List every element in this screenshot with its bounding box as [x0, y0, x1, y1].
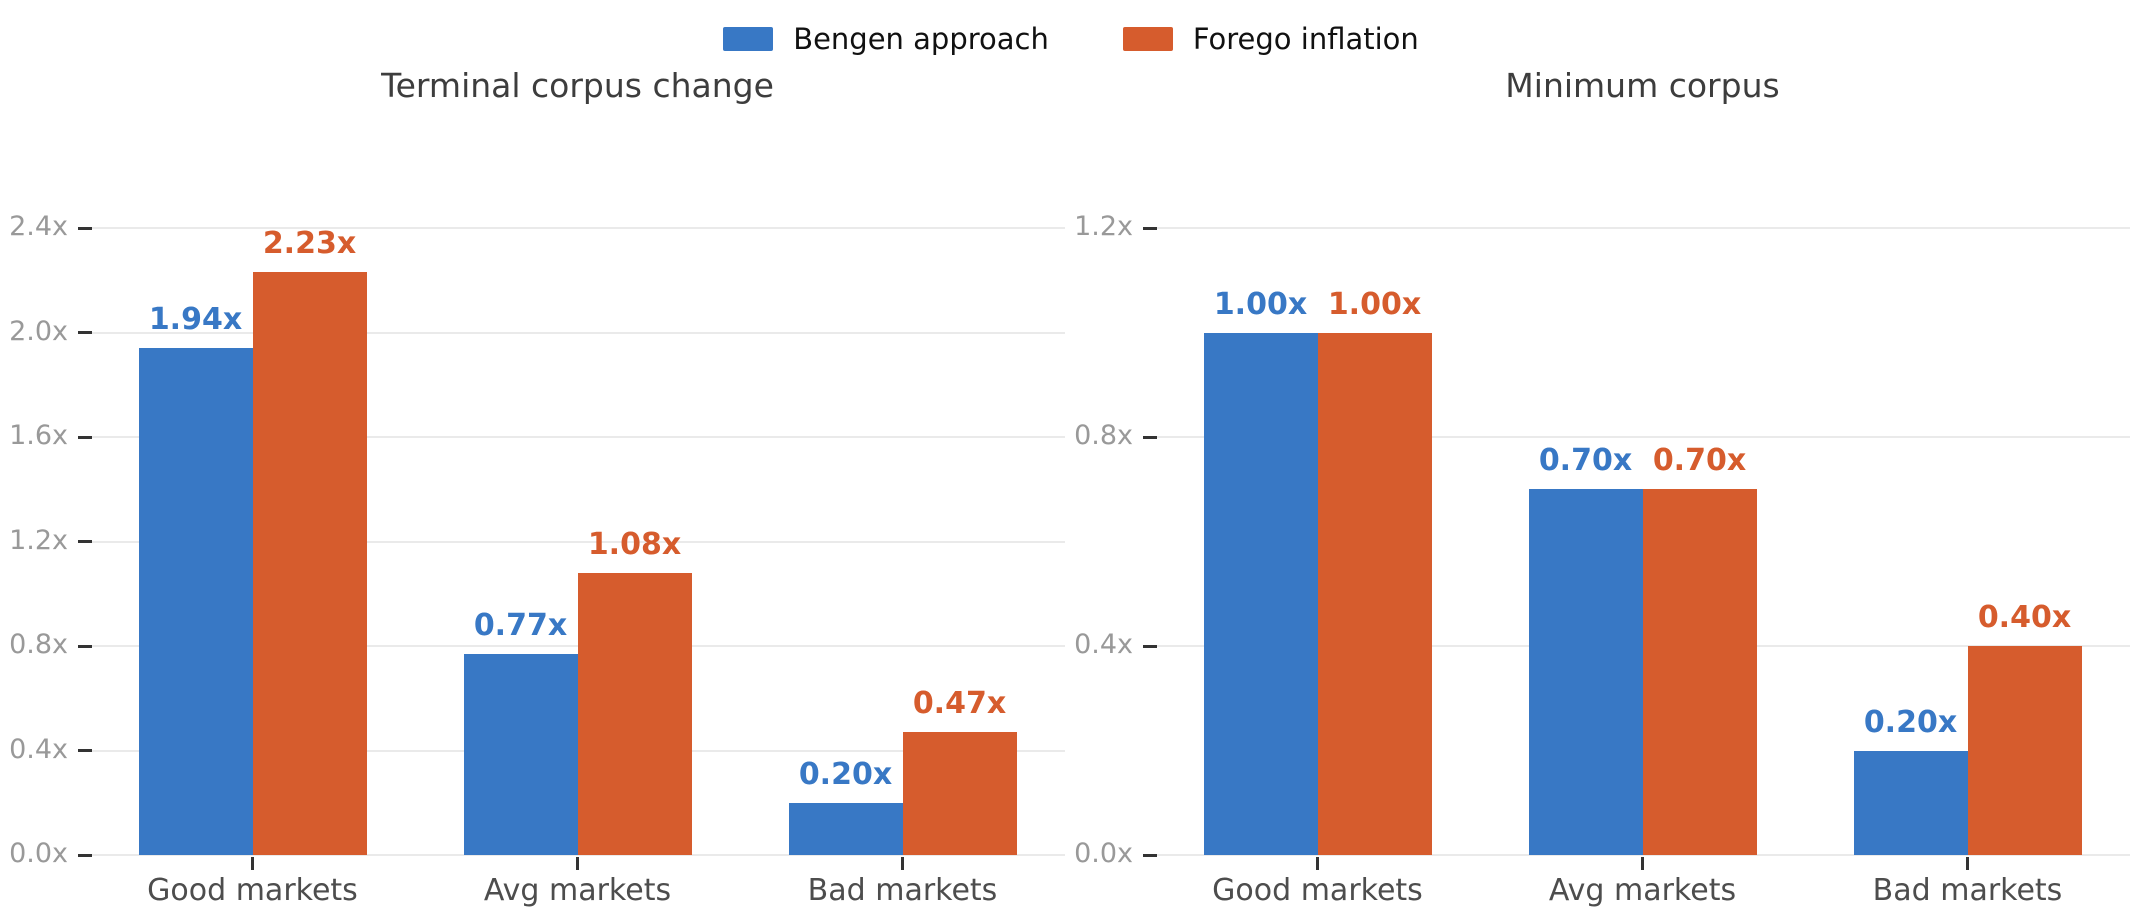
y-tick-label: 0.8x [9, 629, 68, 660]
bar-forego-inflation [1642, 489, 1757, 855]
bar-forego-inflation [1967, 646, 2082, 855]
y-tick-label: 0.4x [9, 733, 68, 765]
gridline [1155, 436, 2130, 438]
y-tick-icon [1143, 853, 1157, 857]
y-tick-label: 1.2x [1074, 211, 1133, 242]
y-tick-icon [78, 853, 92, 857]
gridline [90, 436, 1065, 438]
y-tick-label: 0.0x [9, 838, 68, 869]
bar-bengen-approach [463, 653, 578, 855]
y-tick-icon [1143, 226, 1157, 230]
chart-legend: Bengen approach Forego inflation [0, 22, 2142, 56]
value-label: 0.40x [1977, 600, 2072, 635]
legend-item-bengen-approach: Bengen approach [723, 22, 1049, 56]
chart-title: Minimum corpus [1505, 66, 1780, 105]
legend-label-bengen: Bengen approach [793, 22, 1049, 56]
y-tick-label: 1.2x [9, 524, 68, 556]
y-tick-label: 0.0x [1074, 838, 1133, 869]
value-label: 0.20x [798, 756, 893, 792]
value-label: 0.77x [473, 607, 568, 643]
y-tick-icon [78, 749, 92, 752]
value-label: 0.70x [1652, 443, 1747, 479]
gridline [1155, 854, 2130, 856]
y-tick-icon [1143, 435, 1157, 439]
bar-bengen-approach [1528, 489, 1643, 855]
y-tick-label: 0.4x [1074, 629, 1133, 660]
y-tick-icon [78, 331, 92, 334]
x-tick-icon [901, 857, 904, 870]
legend-label-forego: Forego inflation [1192, 22, 1419, 56]
value-label: 1.00x [1327, 286, 1422, 322]
bar-bengen-approach [1203, 332, 1318, 855]
value-label: 1.94x [148, 302, 243, 338]
bar-forego-inflation [577, 572, 692, 855]
x-tick-icon [251, 857, 254, 870]
y-tick-icon [78, 540, 92, 543]
x-tick-icon [1641, 857, 1644, 870]
value-label: 0.70x [1538, 443, 1633, 479]
value-label: 0.20x [1863, 704, 1958, 740]
gridline [90, 227, 1065, 229]
gridline [90, 331, 1065, 334]
x-tick-icon [1316, 857, 1319, 870]
chart-title: Terminal corpus change [381, 66, 774, 105]
gridline [1155, 227, 2130, 229]
y-tick-icon [1143, 644, 1157, 648]
x-tick-label: Good markets [147, 873, 358, 908]
y-tick-label: 2.0x [9, 315, 68, 347]
value-label: 1.08x [587, 526, 682, 562]
gridline [90, 854, 1065, 856]
x-tick-icon [1966, 857, 1969, 870]
bar-bengen-approach [788, 802, 903, 855]
legend-swatch-bengen-icon [723, 27, 774, 51]
y-tick-label: 0.8x [1074, 420, 1133, 451]
y-tick-icon [78, 435, 92, 439]
bar-bengen-approach [138, 348, 253, 855]
bar-forego-inflation [902, 732, 1017, 855]
x-tick-label: Bad markets [1872, 873, 2063, 908]
value-label: 1.00x [1213, 286, 1308, 322]
value-label: 0.47x [912, 686, 1007, 722]
legend-swatch-forego-icon [1122, 27, 1173, 51]
value-label: 2.23x [262, 226, 357, 262]
y-tick-label: 2.4x [9, 211, 68, 242]
bar-bengen-approach [1853, 750, 1968, 855]
gridline [90, 540, 1065, 543]
y-tick-icon [78, 644, 92, 648]
x-tick-label: Bad markets [807, 873, 998, 908]
y-tick-icon [78, 226, 92, 230]
x-tick-icon [576, 857, 579, 870]
y-tick-label: 1.6x [9, 420, 68, 451]
x-tick-label: Good markets [1212, 873, 1423, 908]
x-tick-label: Avg markets [1548, 873, 1737, 908]
x-tick-label: Avg markets [483, 873, 672, 908]
bar-forego-inflation [1317, 332, 1432, 855]
legend-item-forego-inflation: Forego inflation [1122, 22, 1419, 56]
bar-forego-inflation [252, 272, 367, 855]
